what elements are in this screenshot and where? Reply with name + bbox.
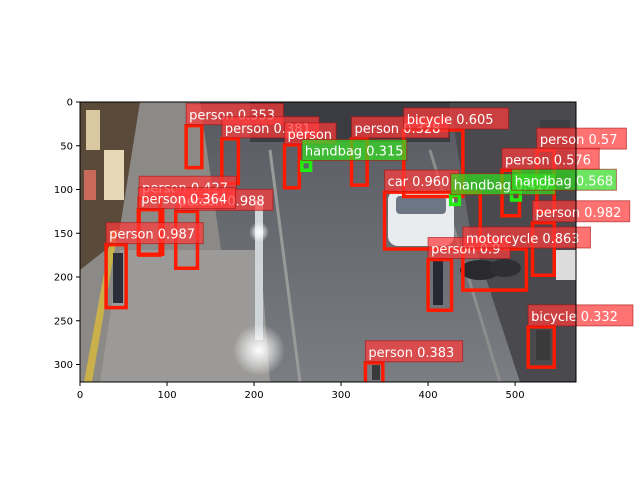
detection-label-text: person 0.576 [505, 153, 591, 168]
detection-box-person [426, 257, 454, 312]
detection-label-motorcycle: motorcycle 0.863 [462, 226, 591, 249]
detection-label-text: person 0.987 [109, 228, 195, 243]
x-tick-label: 400 [419, 390, 438, 401]
detection-label-text: motorcycle 0.863 [466, 232, 580, 247]
detection-box-person [349, 137, 369, 187]
detection-box-person [184, 123, 204, 170]
detection-label-background [511, 168, 617, 191]
detection-box-person [104, 242, 128, 310]
detection-label-background [364, 340, 464, 363]
detection-label-text: car 0.960 [388, 175, 450, 190]
y-tick-label: 100 [54, 185, 73, 196]
detection-label-person: person 0.57 [536, 127, 627, 150]
x-tick-label: 0 [77, 390, 83, 401]
detection-label-person: person 0.364 [137, 187, 237, 210]
detection-label-background [531, 200, 631, 223]
y-tick-label: 50 [60, 141, 73, 152]
detection-label-text: person 0.364 [141, 193, 227, 208]
detection-label-person: person 0.576 [501, 147, 600, 170]
detection-label-text: person 0.982 [535, 206, 621, 221]
detection-label-text: person 0.57 [540, 133, 618, 148]
axes-ticks: 0 100 200 300 400 500 0 50 100 150 200 250 300 [54, 98, 525, 402]
detection-label-bicycle: bicycle 0.332 [527, 304, 634, 327]
detection-box-person [282, 143, 302, 190]
detection-label-text: handbag 0.315 [305, 145, 404, 160]
x-tick-label: 500 [506, 390, 525, 401]
x-tick-label: 200 [244, 390, 263, 401]
axes-frame [79, 101, 577, 383]
x-tick-label: 100 [157, 390, 176, 401]
detection-label-text: bicycle 0.332 [531, 310, 618, 325]
detection-box-person [530, 221, 556, 277]
detection-label-person: person 0.987 [105, 222, 204, 245]
detection-box-person [363, 361, 385, 382]
detection-box-handbag [448, 193, 462, 207]
detection-label-background [403, 107, 510, 130]
detection-label-car: car 0.960 [384, 169, 460, 192]
detection-label-text: person 0.383 [368, 346, 454, 361]
y-tick-label: 200 [54, 273, 73, 284]
detection-label-background [301, 139, 408, 161]
x-tick-label: 300 [332, 390, 351, 401]
detection-label-background [105, 222, 204, 245]
y-tick-label: 150 [54, 229, 73, 240]
detection-label-background [527, 304, 634, 327]
detection-label-background [462, 226, 591, 249]
y-tick-label: 0 [67, 98, 73, 109]
detection-label-handbag: handbag 0.568 [511, 168, 617, 191]
detection-label-handbag: handbag 0.315 [301, 139, 408, 161]
y-tick-label: 300 [54, 360, 73, 371]
detection-box-handbag [300, 159, 313, 172]
detection-label-text: bicycle 0.605 [407, 113, 494, 128]
detection-label-text: handbag 0.568 [515, 174, 614, 189]
detection-label-bicycle: bicycle 0.605 [403, 107, 510, 130]
detection-box-bicycle [526, 325, 556, 369]
y-tick-label: 250 [54, 316, 73, 327]
detection-label-background [137, 187, 237, 210]
detection-label-person: person 0.982 [531, 200, 631, 223]
detection-label-person: person 0.383 [364, 340, 464, 363]
